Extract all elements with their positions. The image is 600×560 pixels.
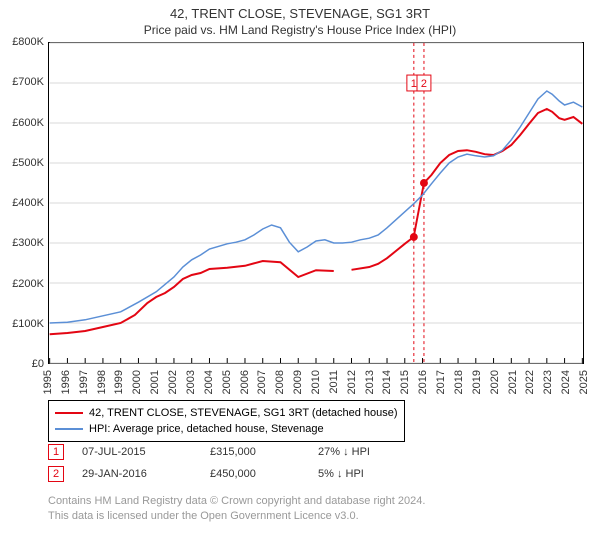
sale-price: £315,000: [210, 446, 300, 458]
x-tick-label: 1997: [78, 370, 90, 394]
attribution: Contains HM Land Registry data © Crown c…: [48, 494, 425, 524]
legend-label: HPI: Average price, detached house, Stev…: [89, 421, 324, 437]
legend-row: 42, TRENT CLOSE, STEVENAGE, SG1 3RT (det…: [55, 405, 398, 421]
x-tick-label: 2024: [560, 370, 572, 394]
y-tick-label: £0: [0, 358, 44, 370]
sale-delta: 5% ↓ HPI: [318, 468, 364, 480]
x-tick-label: 2018: [453, 370, 465, 394]
sale-price: £450,000: [210, 468, 300, 480]
x-tick-label: 2005: [221, 370, 233, 394]
y-tick-label: £500K: [0, 157, 44, 169]
sale-date: 29-JAN-2016: [82, 468, 192, 480]
x-tick-label: 2004: [203, 370, 215, 394]
chart-container: 42, TRENT CLOSE, STEVENAGE, SG1 3RT Pric…: [0, 0, 600, 560]
y-tick-label: £400K: [0, 197, 44, 209]
x-tick-label: 2011: [328, 370, 340, 394]
x-tick-label: 2009: [292, 370, 304, 394]
attribution-line: Contains HM Land Registry data © Crown c…: [48, 494, 425, 509]
svg-text:2: 2: [421, 78, 427, 90]
x-tick-label: 2000: [131, 370, 143, 394]
sale-marker-box: 2: [48, 466, 64, 482]
legend-label: 42, TRENT CLOSE, STEVENAGE, SG1 3RT (det…: [89, 405, 398, 421]
y-tick-label: £700K: [0, 76, 44, 88]
attribution-line: This data is licensed under the Open Gov…: [48, 509, 425, 524]
x-tick-label: 2025: [578, 370, 590, 394]
chart-title: 42, TRENT CLOSE, STEVENAGE, SG1 3RT: [0, 0, 600, 21]
sale-marker-box: 1: [48, 444, 64, 460]
y-tick-label: £200K: [0, 278, 44, 290]
sales-table: 1 07-JUL-2015 £315,000 27% ↓ HPI 2 29-JAN-201…: [48, 444, 370, 488]
x-tick-label: 2021: [507, 370, 519, 394]
x-tick-label: 2001: [149, 370, 161, 394]
x-tick-label: 2016: [417, 370, 429, 394]
x-tick-label: 2008: [274, 370, 286, 394]
x-tick-label: 2013: [364, 370, 376, 394]
x-tick-label: 2015: [399, 370, 411, 394]
sale-date: 07-JUL-2015: [82, 446, 192, 458]
plot-svg: 12: [49, 43, 583, 363]
y-tick-label: £100K: [0, 318, 44, 330]
y-tick-label: £800K: [0, 36, 44, 48]
legend-swatch: [55, 412, 83, 414]
sales-row: 2 29-JAN-2016 £450,000 5% ↓ HPI: [48, 466, 370, 482]
plot-area: 12: [48, 42, 584, 364]
x-tick-label: 2006: [239, 370, 251, 394]
x-tick-label: 2012: [346, 370, 358, 394]
x-tick-label: 2014: [381, 370, 393, 394]
x-tick-label: 1999: [113, 370, 125, 394]
x-tick-label: 2017: [435, 370, 447, 394]
x-tick-label: 2023: [542, 370, 554, 394]
x-tick-label: 2019: [471, 370, 483, 394]
x-tick-label: 2003: [185, 370, 197, 394]
x-tick-label: 2020: [489, 370, 501, 394]
x-tick-label: 2002: [167, 370, 179, 394]
legend-swatch: [55, 428, 83, 430]
svg-text:1: 1: [411, 78, 417, 90]
x-tick-label: 1995: [42, 370, 54, 394]
legend: 42, TRENT CLOSE, STEVENAGE, SG1 3RT (det…: [48, 400, 405, 442]
y-tick-label: £300K: [0, 237, 44, 249]
x-tick-label: 1996: [60, 370, 72, 394]
x-tick-label: 2010: [310, 370, 322, 394]
legend-row: HPI: Average price, detached house, Stev…: [55, 421, 398, 437]
chart-subtitle: Price paid vs. HM Land Registry's House …: [0, 21, 600, 41]
sale-delta: 27% ↓ HPI: [318, 446, 370, 458]
sales-row: 1 07-JUL-2015 £315,000 27% ↓ HPI: [48, 444, 370, 460]
x-tick-label: 2022: [524, 370, 536, 394]
y-tick-label: £600K: [0, 117, 44, 129]
x-tick-label: 2007: [256, 370, 268, 394]
x-tick-label: 1998: [96, 370, 108, 394]
